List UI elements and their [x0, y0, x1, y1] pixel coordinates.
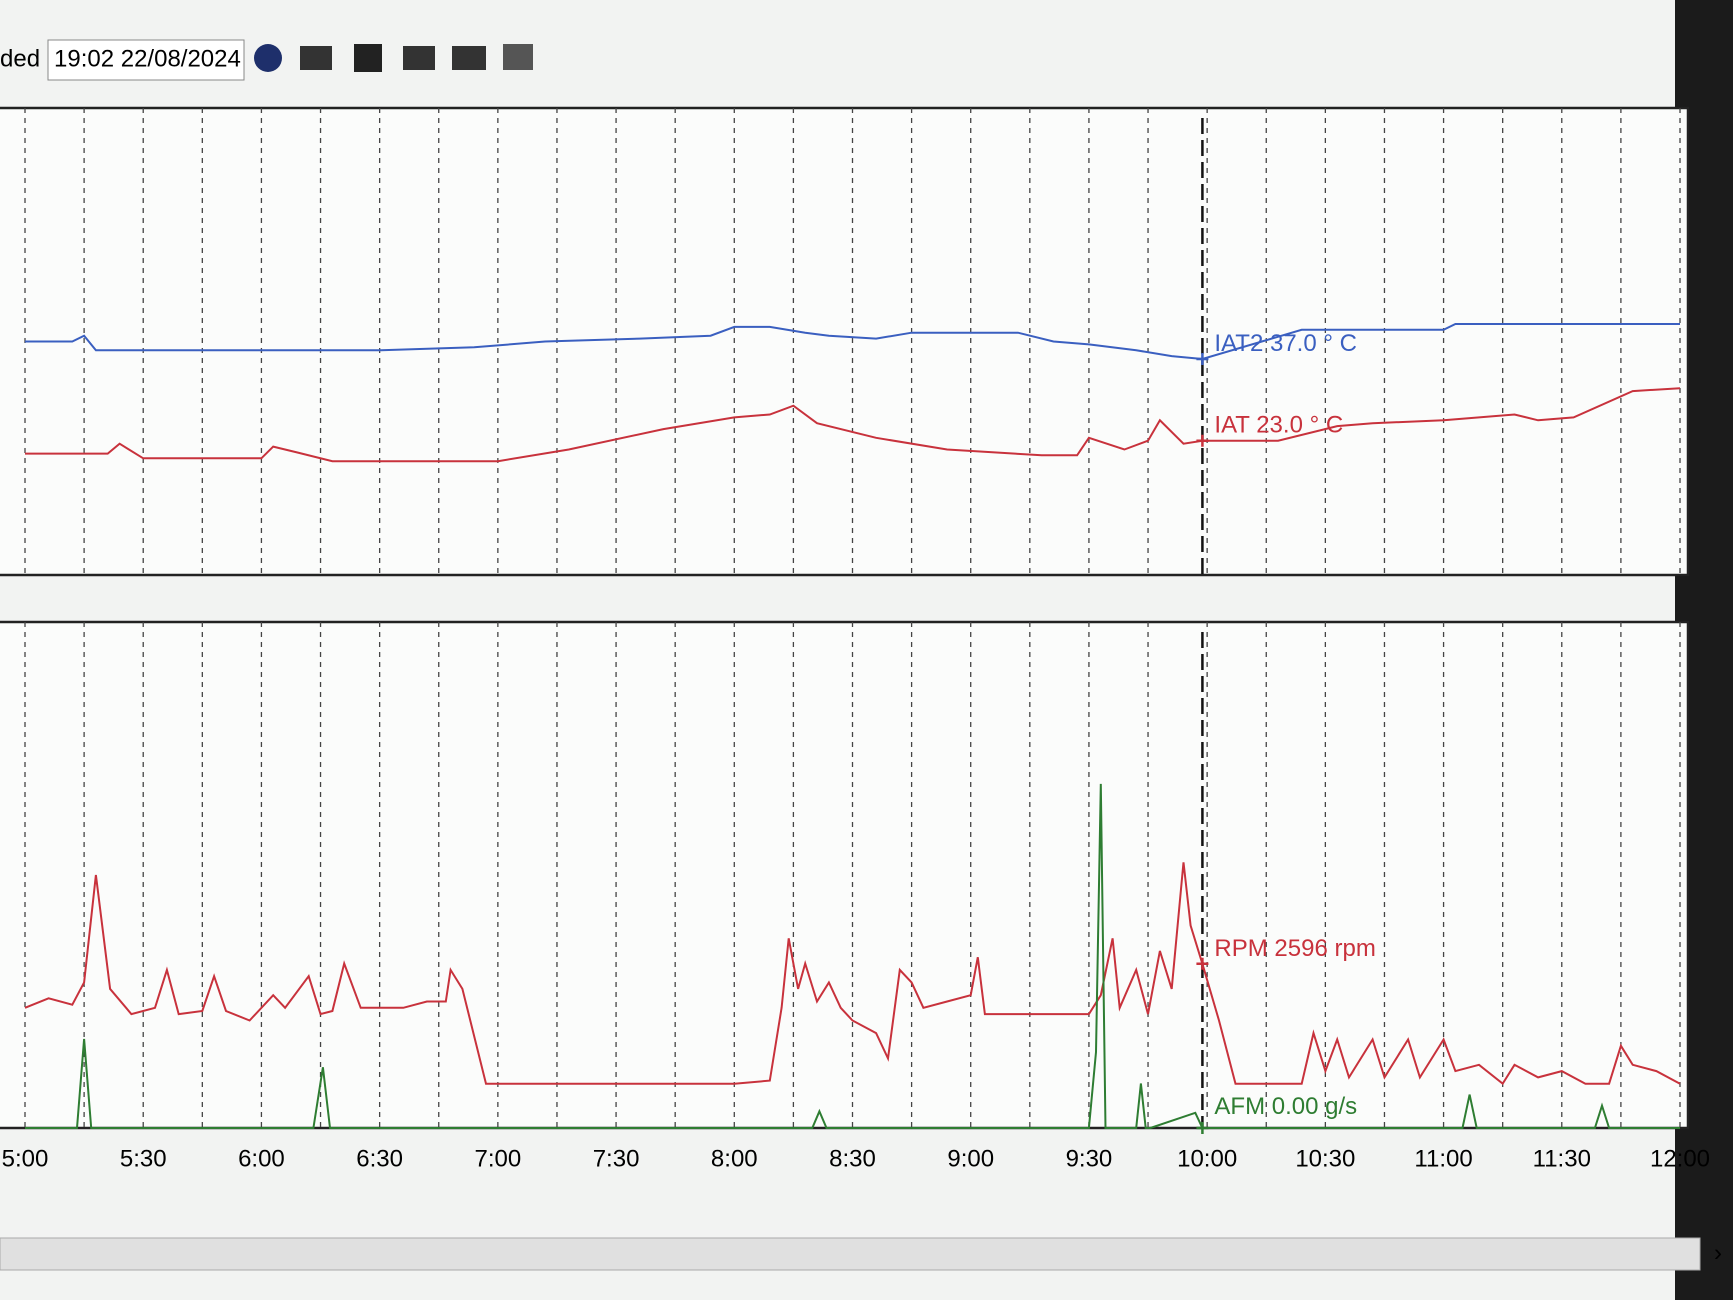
x-tick-label: 6:00	[238, 1145, 285, 1172]
grid-icon[interactable]	[503, 44, 533, 70]
series-name: RPM	[1214, 935, 1267, 962]
cursor-marker	[1196, 1122, 1209, 1134]
x-tick-label: 9:30	[1066, 1145, 1113, 1172]
plot-panel	[0, 106, 1690, 577]
x-tick-label: 7:30	[593, 1145, 640, 1172]
x-tick-label: 7:00	[474, 1145, 521, 1172]
series-line	[25, 783, 1680, 1129]
toolbar-label: ded	[0, 45, 40, 72]
cursor-label: RPM 2596 rpm	[1214, 935, 1375, 962]
x-tick-label: 8:30	[829, 1145, 876, 1172]
cursor-label: IAT 23.0 ° C	[1214, 412, 1343, 439]
x-tick-label: 6:30	[356, 1145, 403, 1172]
cursor-value-label: 23.0 ° C	[1256, 412, 1343, 439]
cursor-label: AFM 0.00 g/s	[1214, 1093, 1357, 1120]
x-tick-label: 12:00	[1650, 1145, 1710, 1172]
cursor-label: IAT2 37.0 ° C	[1214, 330, 1357, 357]
x-tick-label: 5:30	[120, 1145, 167, 1172]
x-tick-label: 10:30	[1295, 1145, 1355, 1172]
open-icon[interactable]	[300, 46, 332, 70]
x-tick-label: 8:00	[711, 1145, 758, 1172]
x-tick-label: 11:00	[1414, 1145, 1472, 1172]
series-name: AFM	[1214, 1093, 1265, 1120]
x-tick-label: 10:00	[1177, 1145, 1237, 1172]
cursor-marker	[1196, 353, 1209, 366]
series-line	[24, 862, 1681, 1086]
cursor-marker	[1196, 957, 1209, 970]
cursor-value-label: 2596 rpm	[1274, 935, 1375, 962]
series-name: IAT	[1214, 412, 1250, 439]
export-icon[interactable]	[403, 46, 435, 70]
series-line	[25, 387, 1681, 463]
cursor-value-label: 0.00 g/s	[1272, 1093, 1357, 1120]
cursor-value-label: 37.0 ° C	[1270, 330, 1357, 357]
x-tick-label: 11:30	[1533, 1145, 1591, 1172]
x-tick-label: 9:00	[947, 1145, 994, 1172]
import-icon[interactable]	[452, 46, 486, 70]
scrollbar[interactable]	[0, 1237, 1701, 1271]
scroll-arrow[interactable]: ›	[1714, 1239, 1722, 1266]
series-name: IAT2	[1214, 330, 1263, 357]
datetime: 19:02 22/08/2024	[54, 45, 241, 72]
toolbar: ded 19:02 22/08/2024	[0, 39, 533, 81]
x-tick-label: 5:00	[2, 1145, 49, 1172]
info-icon[interactable]	[254, 44, 282, 72]
cursor-marker	[1196, 434, 1209, 447]
datetime-box[interactable]	[47, 39, 245, 81]
save-icon[interactable]	[354, 44, 382, 72]
